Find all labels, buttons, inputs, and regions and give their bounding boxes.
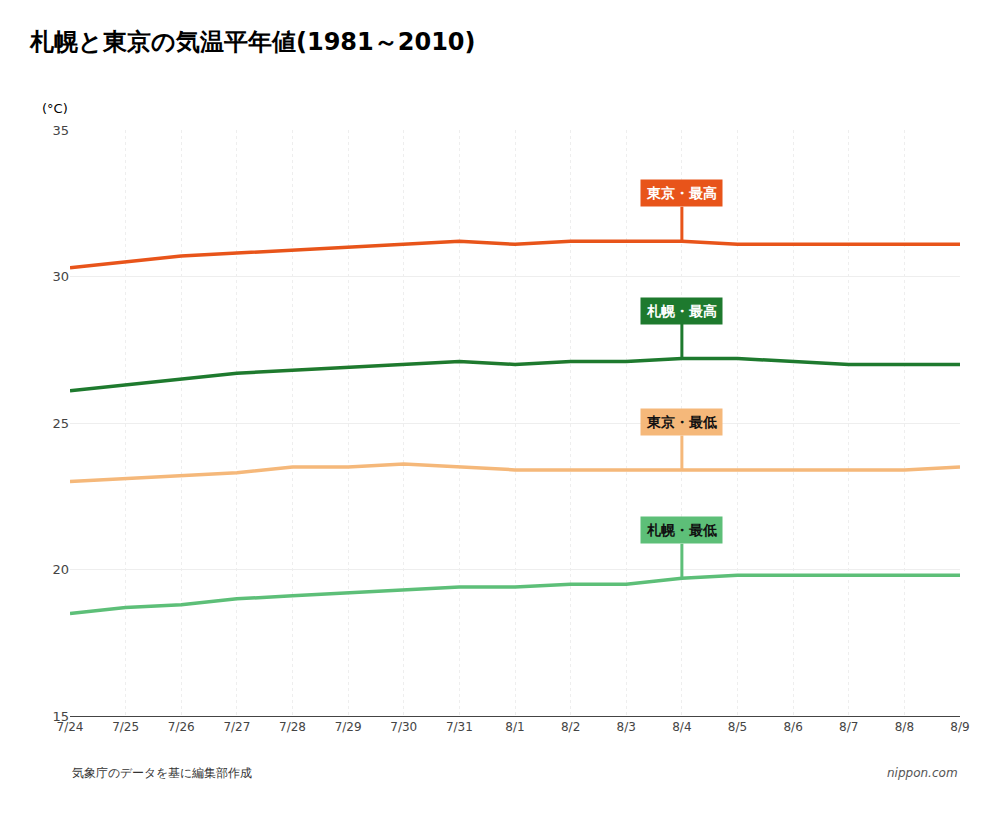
svg-text:15: 15 (52, 709, 69, 724)
svg-text:30: 30 (52, 269, 69, 284)
svg-text:札幌・最低: 札幌・最低 (646, 522, 717, 538)
svg-text:8/6: 8/6 (783, 720, 802, 734)
svg-text:8/3: 8/3 (617, 720, 636, 734)
svg-text:8/4: 8/4 (672, 720, 691, 734)
svg-text:8/5: 8/5 (728, 720, 747, 734)
svg-text:8/8: 8/8 (895, 720, 914, 734)
svg-text:気象庁のデータを基に編集部作成: 気象庁のデータを基に編集部作成 (72, 766, 252, 780)
svg-text:7/25: 7/25 (112, 720, 139, 734)
svg-text:東京・最高: 東京・最高 (646, 185, 717, 201)
svg-text:8/7: 8/7 (839, 720, 858, 734)
svg-text:nippon.com: nippon.com (887, 766, 958, 780)
svg-text:東京・最低: 東京・最低 (646, 414, 717, 430)
svg-text:7/29: 7/29 (335, 720, 362, 734)
svg-text:7/30: 7/30 (390, 720, 417, 734)
svg-text:8/1: 8/1 (505, 720, 524, 734)
svg-text:35: 35 (52, 123, 69, 138)
svg-text:7/31: 7/31 (446, 720, 473, 734)
svg-text:7/24: 7/24 (57, 720, 84, 734)
svg-text:札幌と東京の気温平年値(1981～2010): 札幌と東京の気温平年値(1981～2010) (29, 28, 476, 56)
svg-text:7/27: 7/27 (223, 720, 250, 734)
svg-text:25: 25 (52, 416, 69, 431)
svg-text:(°C): (°C) (42, 101, 68, 116)
svg-text:7/28: 7/28 (279, 720, 306, 734)
svg-text:8/9: 8/9 (950, 720, 969, 734)
svg-text:8/2: 8/2 (561, 720, 580, 734)
svg-text:札幌・最高: 札幌・最高 (646, 303, 717, 319)
svg-text:20: 20 (52, 562, 69, 577)
svg-text:7/26: 7/26 (168, 720, 195, 734)
